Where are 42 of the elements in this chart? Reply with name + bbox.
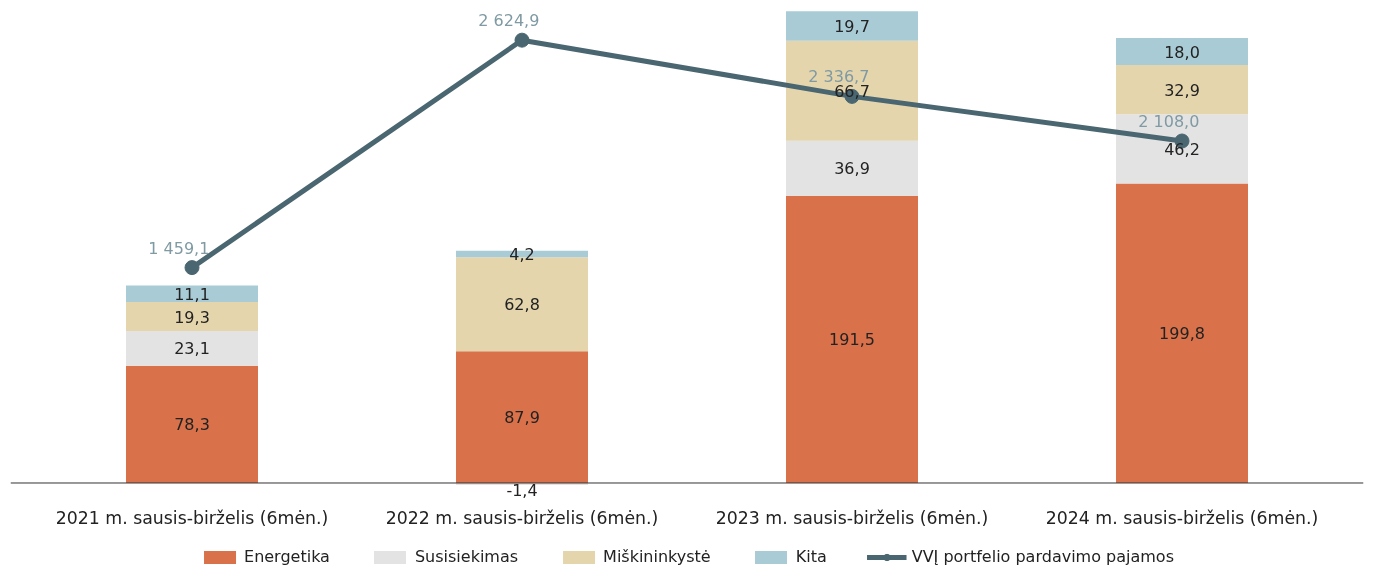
x-tick-label: 2023 m. sausis-birželis (6mėn.) [715,508,989,529]
bar [126,285,258,303]
bar [126,365,258,483]
data-label: 199,8 [1159,324,1205,344]
bar [126,331,258,366]
bar [1116,183,1248,483]
x-tick-label: 2024 m. sausis-birželis (6mėn.) [1045,508,1319,529]
data-label: 2 624,9 [478,11,540,31]
bar [786,140,918,196]
legend-label: Susisiekimas [414,547,519,566]
legend-label: Kita [795,547,827,566]
x-tick-label: 2022 m. sausis-birželis (6mėn.) [385,508,659,529]
bar [126,302,258,332]
point [184,260,200,276]
bar [786,11,918,41]
bar [456,351,588,483]
data-label: 87,9 [504,408,540,428]
point [514,32,530,48]
x-tick-label: 2021 m. sausis-birželis (6mėn.) [55,508,329,529]
data-label: 4,2 [509,245,535,264]
legend-label: Energetika [244,547,330,566]
data-label: 2 108,0 [1138,112,1200,132]
data-label: 19,3 [174,307,210,327]
data-label: 62,8 [504,295,540,315]
bar [786,40,918,141]
data-label: 46,2 [1164,139,1200,159]
data-label: 32,9 [1164,80,1200,100]
data-label: 78,3 [174,415,210,435]
legend-label: Miškininkystė [603,547,711,566]
legend-label: VVĮ portfelio pardavimo pajamos [911,547,1174,566]
data-label: 19,7 [834,16,870,36]
data-label: 11,1 [174,284,210,304]
bar [1116,65,1248,115]
bar [1116,38,1248,66]
data-label: 18,0 [1164,42,1200,62]
bar [786,196,918,483]
data-label: 1 459,1 [148,238,210,258]
data-label: -1,4 [506,480,538,500]
bar [1116,114,1248,184]
data-label: 23,1 [174,339,210,359]
data-label: 36,9 [834,159,870,179]
data-label: 191,5 [829,330,875,350]
